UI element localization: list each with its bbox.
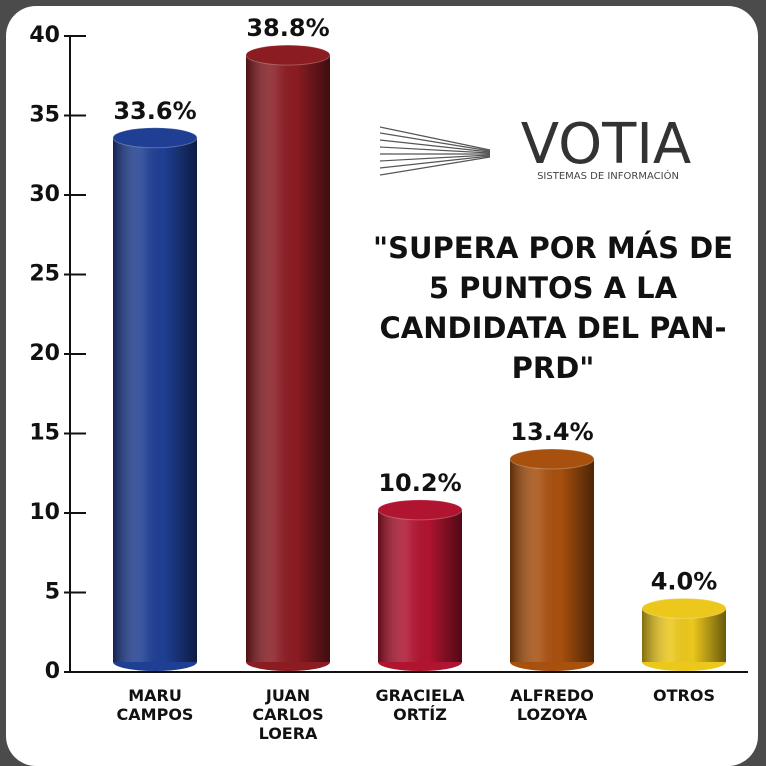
x-tick-label: GRACIELA ORTÍZ (375, 686, 465, 724)
bar-shading (113, 137, 197, 662)
value-label: 10.2% (378, 469, 461, 497)
logo: VOTIA SISTEMAS DE INFORMACIÓN (379, 112, 691, 182)
logo-tagline: SISTEMAS DE INFORMACIÓN (537, 169, 679, 182)
x-tick-label: JUAN CARLOS LOERA (252, 686, 324, 743)
bar-shading (246, 55, 330, 662)
y-tick-label: 0 (45, 659, 60, 684)
bar-top (509, 448, 595, 470)
x-tick-label: OTROS (653, 686, 715, 705)
value-label: 33.6% (113, 97, 196, 125)
x-tick-label: MARU CAMPOS (116, 686, 194, 724)
annotation: "SUPERA POR MÁS DE 5 PUNTOS A LA CANDIDA… (373, 231, 733, 385)
y-tick-label: 25 (29, 262, 60, 287)
x-tick-label: ALFREDO LOZOYA (510, 686, 594, 724)
bar-top (112, 127, 198, 149)
y-tick-label: 5 (45, 580, 60, 605)
y-tick-label: 30 (29, 182, 60, 207)
bar-top (245, 44, 331, 66)
logo-name: VOTIA (521, 112, 691, 177)
bar-top (641, 597, 727, 619)
y-tick-label: 20 (29, 341, 60, 366)
y-tick-label: 35 (29, 103, 60, 128)
bar-top (377, 499, 463, 521)
value-label: 13.4% (510, 418, 593, 446)
y-tick-label: 15 (29, 421, 60, 446)
bar-shading (378, 509, 462, 662)
y-tick-label: 10 (29, 500, 60, 525)
bar-shading (510, 458, 594, 662)
value-label: 38.8% (246, 14, 329, 42)
value-label: 4.0% (651, 567, 718, 595)
y-tick-label: 40 (29, 23, 60, 48)
